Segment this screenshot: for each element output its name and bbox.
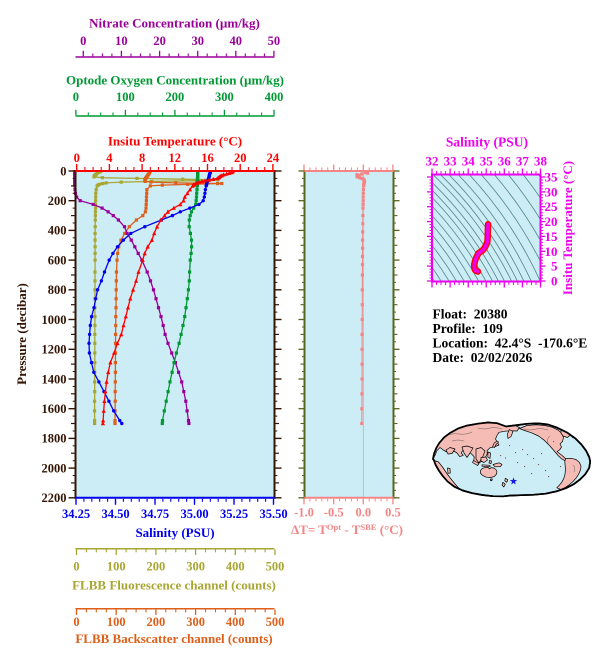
svg-text:Optode Oxygen Concentration (µ: Optode Oxygen Concentration (µm/kg) [66, 73, 284, 88]
svg-text:-0.5: -0.5 [324, 506, 344, 520]
svg-text:500: 500 [266, 560, 285, 574]
svg-text:Nitrate Concentration (µm/kg): Nitrate Concentration (µm/kg) [89, 16, 260, 31]
svg-text:200: 200 [48, 194, 67, 208]
svg-text:300: 300 [186, 615, 205, 629]
svg-text:200: 200 [147, 560, 166, 574]
svg-text:0: 0 [80, 34, 86, 48]
svg-text:Location: 42.4°S -170.6°E: Location: 42.4°S -170.6°E [433, 336, 588, 351]
svg-text:38: 38 [534, 154, 548, 169]
svg-text:0: 0 [73, 560, 79, 574]
svg-text:1400: 1400 [42, 372, 67, 386]
svg-text:37: 37 [516, 154, 530, 169]
svg-text:34.75: 34.75 [141, 507, 169, 521]
svg-text:34: 34 [462, 154, 476, 169]
svg-text:35: 35 [480, 154, 494, 169]
svg-text:Salinity (PSU): Salinity (PSU) [135, 525, 214, 540]
svg-text:0.0: 0.0 [355, 506, 371, 520]
svg-text:Pressure (decibar): Pressure (decibar) [14, 283, 29, 385]
svg-text:ΔT= TOpt - TSBE (°C): ΔT= TOpt - TSBE (°C) [291, 522, 403, 537]
svg-text:1200: 1200 [42, 343, 67, 357]
svg-text:30: 30 [191, 34, 204, 48]
svg-text:400: 400 [226, 615, 245, 629]
svg-text:0: 0 [73, 90, 79, 104]
svg-text:2000: 2000 [42, 461, 67, 475]
svg-text:Salinity (PSU): Salinity (PSU) [446, 135, 528, 150]
svg-text:0.5: 0.5 [385, 506, 401, 520]
svg-text:32: 32 [426, 154, 439, 169]
svg-text:10: 10 [545, 244, 558, 259]
svg-text:30: 30 [545, 184, 558, 199]
svg-text:0: 0 [73, 615, 79, 629]
svg-text:35.25: 35.25 [220, 507, 248, 521]
svg-text:1000: 1000 [42, 313, 67, 327]
svg-text:1800: 1800 [42, 432, 67, 446]
svg-text:Float: 20380: Float: 20380 [433, 307, 508, 322]
svg-text:0: 0 [60, 164, 66, 178]
svg-text:12: 12 [169, 151, 182, 165]
svg-text:400: 400 [226, 560, 245, 574]
svg-text:0: 0 [74, 151, 80, 165]
svg-text:20: 20 [545, 214, 558, 229]
svg-text:34.50: 34.50 [101, 507, 129, 521]
svg-text:35: 35 [545, 170, 559, 185]
svg-text:Insitu Temperature (°C): Insitu Temperature (°C) [560, 161, 575, 295]
svg-text:4: 4 [106, 151, 113, 165]
svg-text:Profile: 109: Profile: 109 [433, 321, 503, 336]
svg-text:24: 24 [267, 151, 280, 165]
svg-text:400: 400 [48, 224, 67, 238]
svg-text:-1.0: -1.0 [294, 506, 314, 520]
svg-text:20: 20 [153, 34, 166, 48]
svg-text:Date: 02/02/2026: Date: 02/02/2026 [433, 350, 533, 365]
svg-text:35.00: 35.00 [180, 507, 208, 521]
svg-text:50: 50 [268, 34, 281, 48]
svg-text:33: 33 [444, 154, 458, 169]
svg-text:FLBB Fluorescence channel (cou: FLBB Fluorescence channel (counts) [72, 578, 276, 593]
svg-text:2200: 2200 [42, 491, 67, 505]
svg-text:0: 0 [551, 274, 558, 289]
svg-text:400: 400 [265, 90, 284, 104]
svg-text:40: 40 [230, 34, 243, 48]
svg-text:20: 20 [234, 151, 247, 165]
svg-text:5: 5 [551, 259, 558, 274]
svg-text:Insitu Temperature (°C): Insitu Temperature (°C) [108, 134, 242, 149]
svg-text:15: 15 [545, 229, 559, 244]
svg-text:10: 10 [115, 34, 128, 48]
svg-text:100: 100 [107, 560, 126, 574]
svg-text:16: 16 [201, 151, 214, 165]
svg-text:600: 600 [48, 253, 67, 267]
svg-text:8: 8 [139, 151, 145, 165]
svg-text:500: 500 [266, 615, 285, 629]
svg-text:800: 800 [48, 283, 67, 297]
svg-text:36: 36 [498, 154, 512, 169]
svg-text:FLBB Backscatter channel (coun: FLBB Backscatter channel (counts) [75, 631, 272, 646]
svg-text:25: 25 [545, 199, 559, 214]
svg-text:35.50: 35.50 [259, 507, 287, 521]
svg-text:1600: 1600 [42, 402, 67, 416]
svg-text:300: 300 [215, 90, 234, 104]
svg-text:100: 100 [107, 615, 126, 629]
svg-text:100: 100 [116, 90, 135, 104]
svg-text:300: 300 [186, 560, 205, 574]
svg-text:200: 200 [147, 615, 166, 629]
svg-text:200: 200 [166, 90, 185, 104]
svg-text:34.25: 34.25 [62, 507, 90, 521]
